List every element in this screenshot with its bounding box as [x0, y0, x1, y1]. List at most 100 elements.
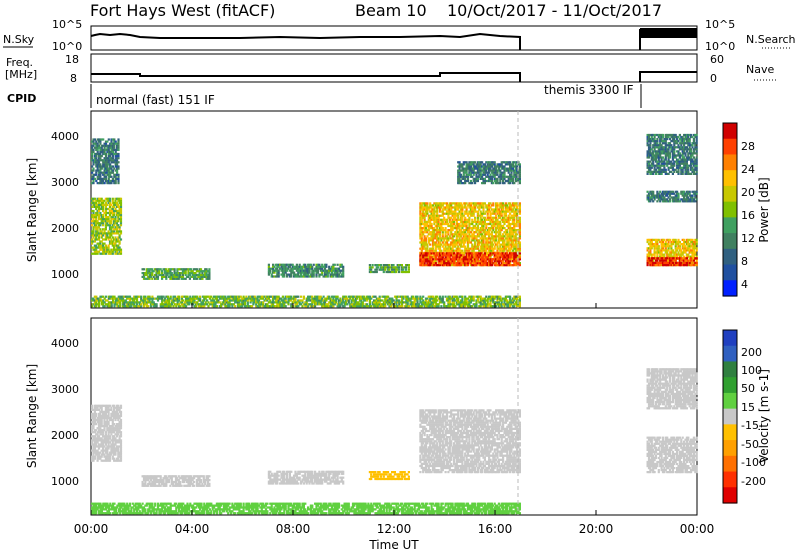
power-heatmap-cell [436, 237, 439, 240]
power-heatmap-cell [444, 227, 447, 230]
power-heatmap-cell [163, 303, 167, 306]
power-heatmap-cell [434, 204, 437, 207]
power-heatmap-cell [490, 208, 493, 211]
power-heatmap-cell [328, 297, 331, 300]
power-heatmap-cell [493, 262, 496, 265]
power-heatmap-cell [392, 270, 395, 274]
power-heatmap-cell [455, 262, 458, 265]
power-heatmap-cell [108, 232, 112, 235]
power-heatmap-cell [496, 222, 499, 226]
power-heatmap-cell [457, 247, 460, 250]
power-heatmap-cell [119, 201, 123, 204]
power-heatmap-cell [316, 295, 319, 298]
power-heatmap-cell [499, 237, 502, 240]
power-heatmap-cell [195, 268, 198, 271]
power-heatmap-cell [99, 246, 102, 249]
power-heatmap-cell [239, 303, 242, 306]
power-heatmap-cell [332, 273, 335, 276]
power-heatmap-cell [378, 301, 381, 304]
power-heatmap-cell [490, 224, 493, 228]
power-heatmap-cell [183, 305, 186, 308]
power-heatmap-cell [332, 305, 335, 308]
power-heatmap-cell [499, 224, 502, 228]
power-heatmap-cell [110, 252, 113, 255]
power-heatmap-cell [318, 267, 321, 270]
power-heatmap-cell [255, 297, 258, 300]
power-heatmap-cell [117, 140, 120, 143]
power-heatmap-cell [475, 227, 478, 230]
power-heatmap-cell [332, 295, 335, 298]
power-heatmap-cell [96, 246, 99, 249]
power-heatmap-cell [364, 299, 367, 302]
power-heatmap-cell [451, 245, 454, 248]
power-heatmap-cell [206, 299, 209, 302]
power-heatmap-cell [277, 275, 280, 278]
power-heatmap-cell [479, 202, 482, 205]
power-heatmap-cell [295, 263, 298, 266]
power-heatmap-cell [342, 299, 345, 302]
power-heatmap-cell [426, 303, 429, 306]
power-heatmap-cell [93, 201, 96, 204]
power-heatmap-cell [433, 252, 436, 255]
power-heatmap-cell [434, 241, 437, 244]
power-heatmap-cell [423, 202, 426, 205]
power-heatmap-cell [419, 216, 422, 219]
power-heatmap-cell [389, 270, 392, 274]
power-heatmap-cell [312, 275, 315, 278]
power-heatmap-cell [206, 277, 210, 280]
power-heatmap-cell [506, 264, 509, 267]
power-heatmap-cell [437, 297, 440, 300]
power-heatmap-cell [417, 297, 420, 300]
power-heatmap-cell [430, 249, 433, 252]
power-heatmap-cell [426, 231, 429, 234]
power-heatmap-cell [459, 255, 463, 258]
power-heatmap-cell [336, 303, 339, 306]
power-heatmap-cell [189, 301, 192, 304]
power-heatmap-cell [280, 273, 283, 276]
power-heatmap-cell [365, 299, 369, 302]
power-heatmap-cell [169, 273, 172, 277]
power-heatmap-cell [117, 218, 120, 221]
power-heatmap-cell [204, 270, 207, 273]
power-heatmap-cell [451, 229, 454, 232]
power-heatmap-cell [495, 295, 498, 298]
power-heatmap-cell [102, 144, 105, 147]
power-heatmap-cell [253, 295, 256, 298]
power-heatmap-cell [482, 220, 485, 223]
power-heatmap-cell [173, 303, 176, 306]
power-heatmap-cell [461, 231, 464, 234]
power-heatmap-cell [517, 241, 520, 244]
power-heatmap-cell [502, 233, 505, 236]
power-heatmap-cell [305, 271, 308, 274]
power-heatmap-cell [252, 295, 255, 298]
power-heatmap-cell [104, 250, 107, 253]
power-heatmap-cell [204, 272, 207, 275]
power-heatmap-cell [110, 220, 113, 223]
power-heatmap-cell [475, 163, 478, 166]
power-heatmap-cell [102, 234, 105, 237]
power-heatmap-cell [482, 301, 485, 304]
power-heatmap-cell [95, 205, 98, 208]
power-heatmap-cell [215, 301, 218, 304]
power-heatmap-cell [280, 303, 283, 306]
power-heatmap-cell [459, 182, 463, 185]
power-heatmap-cell [438, 297, 442, 300]
power-heatmap-cell [321, 303, 324, 306]
power-heatmap-cell [286, 273, 289, 276]
power-heatmap-cell [488, 175, 491, 178]
power-heatmap-cell [488, 255, 491, 258]
power-heatmap-cell [447, 245, 450, 248]
power-heatmap-cell [488, 227, 491, 230]
power-heatmap-cell [340, 273, 343, 276]
power-heatmap-cell [314, 301, 317, 304]
power-heatmap-cell [503, 258, 506, 261]
power-heatmap-cell [267, 305, 270, 308]
power-heatmap-cell [492, 175, 495, 178]
power-heatmap-cell [424, 220, 428, 223]
power-heatmap-cell [309, 305, 312, 308]
power-heatmap-cell [156, 268, 159, 271]
power-heatmap-cell [199, 297, 202, 300]
power-heatmap-cell [114, 242, 117, 245]
power-heatmap-cell [437, 303, 440, 306]
power-heatmap-cell [256, 297, 259, 300]
